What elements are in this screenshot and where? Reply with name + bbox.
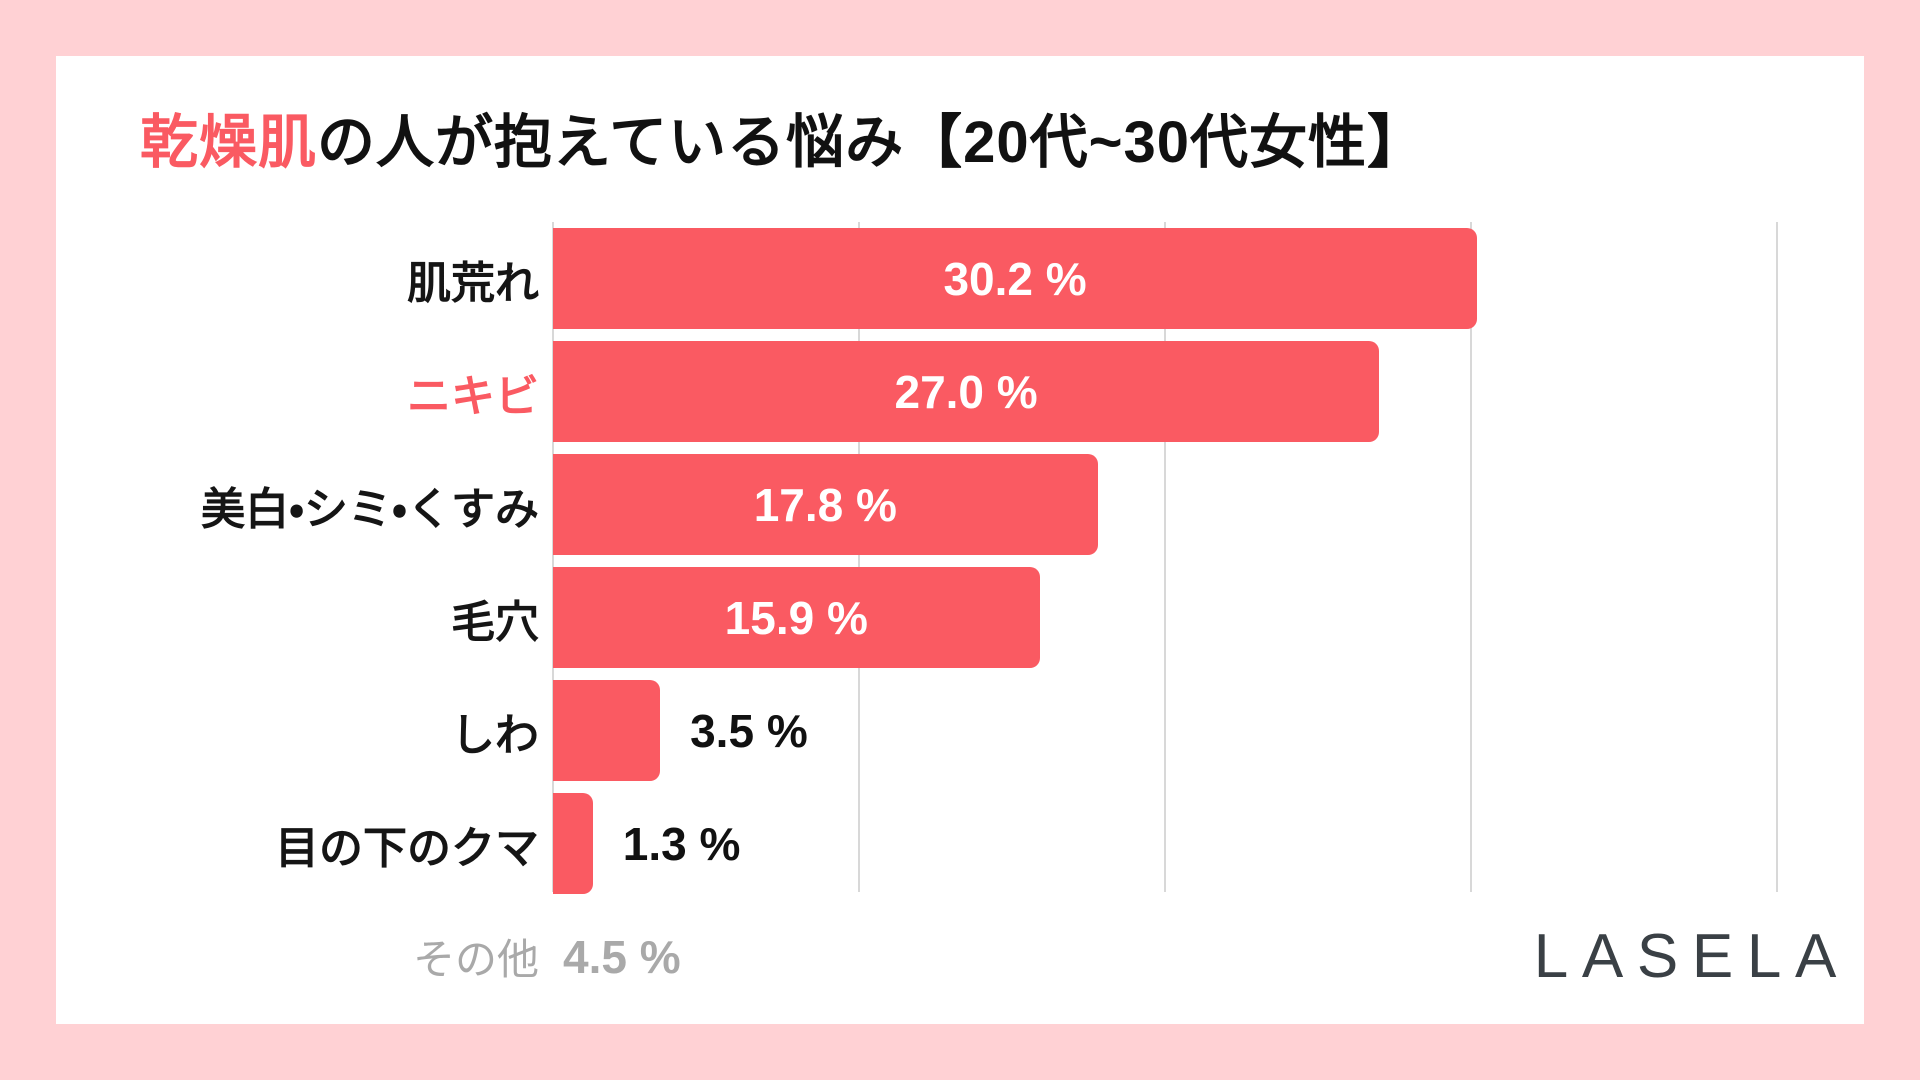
category-label: ニキビ xyxy=(407,371,539,421)
category-label: その他 xyxy=(412,936,539,983)
chart-title-highlight: 乾燥肌 xyxy=(140,110,318,175)
bar: 27.0 % xyxy=(553,341,1380,442)
chart-row: 毛穴 15.9 % xyxy=(56,561,1864,674)
chart-row: ニキビ 27.0 % xyxy=(56,335,1864,448)
bar-track: 30.2 % xyxy=(553,228,1777,329)
category-label: 毛穴 xyxy=(451,597,539,647)
bar: 17.8 % xyxy=(553,454,1098,555)
bar-value: 3.5 % xyxy=(690,704,808,757)
bar-track: 17.8 % xyxy=(553,454,1777,555)
bar: 1.3 % xyxy=(553,793,740,894)
category-label: 美白・シミ・くすみ xyxy=(201,484,539,534)
bar: 15.9 % xyxy=(553,567,1040,668)
category-label: 肌荒れ xyxy=(407,258,539,308)
chart-row: 目の下のクマ 1.3 % xyxy=(56,787,1864,900)
chart-card: 乾燥肌の人が抱えている悩み【20代~30代女性】 肌荒れ 30.2 % ニキビ … xyxy=(56,56,1864,1024)
bar-value: 4.5 % xyxy=(563,930,681,983)
chart-title: 乾燥肌の人が抱えている悩み【20代~30代女性】 xyxy=(140,110,1427,176)
bar-value: 1.3 % xyxy=(622,817,741,870)
bar-track: 15.9 % xyxy=(553,567,1777,668)
bar-track: 3.5 % xyxy=(553,680,1777,781)
chart-title-rest: の人が抱えている悩み【20代~30代女性】 xyxy=(317,110,1427,175)
bar-track: 27.0 % xyxy=(553,341,1777,442)
category-label: 目の下のクマ xyxy=(275,823,539,873)
gridline-0pct xyxy=(552,222,554,892)
bar-track: 4.5 % xyxy=(553,906,1777,1007)
plot-area xyxy=(552,222,1778,892)
chart-row: 肌荒れ 30.2 % xyxy=(56,222,1864,335)
bar-value: 17.8 % xyxy=(753,478,897,531)
chart-row: しわ 3.5 % xyxy=(56,674,1864,787)
chart-rows: 肌荒れ 30.2 % ニキビ 27.0 % 美白・シミ・くすみ 17.8 % xyxy=(56,222,1864,1013)
ghost-bar: 4.5 % xyxy=(553,906,691,1007)
gridline-10pct xyxy=(858,222,860,892)
brand-logo: LASELA xyxy=(1533,922,1850,991)
bar: 3.5 % xyxy=(553,680,808,781)
bar-value: 15.9 % xyxy=(724,591,868,644)
bar-track: 1.3 % xyxy=(553,793,1777,894)
gridline-20pct xyxy=(1164,222,1166,892)
gridline-40pct xyxy=(1776,222,1778,892)
gridline-30pct xyxy=(1470,222,1472,892)
bar-value: 27.0 % xyxy=(894,365,1038,418)
bar: 30.2 % xyxy=(553,228,1478,329)
chart-row: その他 4.5 % xyxy=(56,900,1864,1013)
category-label: しわ xyxy=(451,710,539,760)
chart-row: 美白・シミ・くすみ 17.8 % xyxy=(56,448,1864,561)
bar-value: 30.2 % xyxy=(943,252,1087,305)
